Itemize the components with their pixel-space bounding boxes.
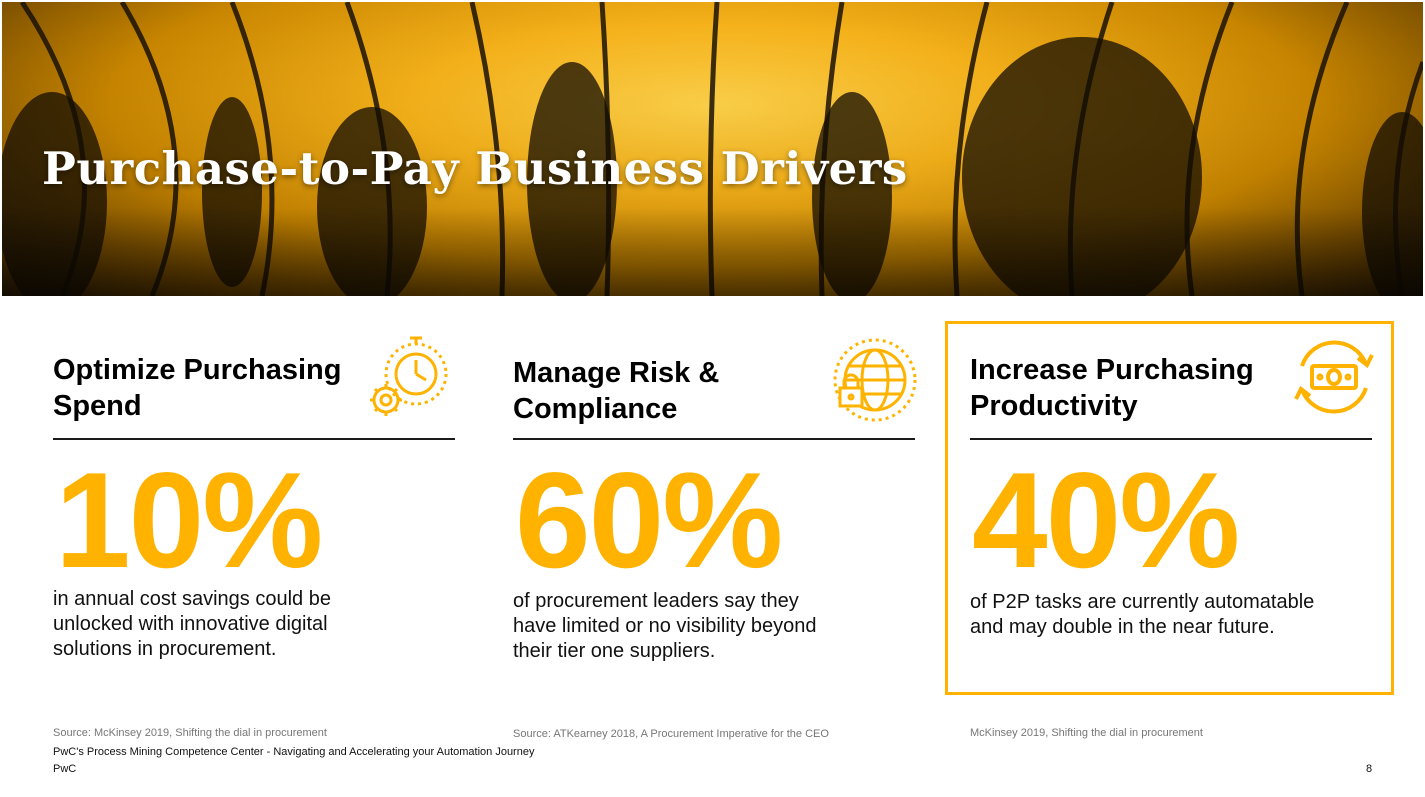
page-title: Purchase-to-Pay Business Drivers bbox=[42, 142, 908, 195]
stat-value: 40% bbox=[972, 444, 1240, 596]
hero-background-image bbox=[2, 2, 1423, 296]
source-note: McKinsey 2019, Shifting the dial in proc… bbox=[970, 727, 1203, 739]
card-heading-line1: Manage Risk & bbox=[513, 357, 720, 389]
card-heading-line2: Compliance bbox=[513, 393, 678, 425]
source-note: Source: ATKearney 2018, A Procurement Im… bbox=[513, 728, 829, 740]
divider bbox=[53, 438, 455, 440]
hero-banner: Purchase-to-Pay Business Drivers bbox=[2, 2, 1423, 296]
driver-card-optimize-spend: Optimize Purchasing Spend 10% in annual … bbox=[53, 300, 463, 730]
divider bbox=[970, 438, 1372, 440]
stat-description: of procurement leaders say they have lim… bbox=[513, 590, 817, 662]
driver-card-risk-compliance: Manage Risk & Compliance 60% of procurem… bbox=[513, 300, 923, 730]
card-heading: Increase Purchasing Productivity bbox=[970, 352, 1254, 424]
gear-clock-icon bbox=[370, 336, 448, 416]
globe-lock-icon bbox=[833, 338, 917, 422]
stat-description: of P2P tasks are currently automatable a… bbox=[970, 591, 1315, 638]
footer-brand: PwC bbox=[53, 763, 77, 775]
card-heading-line2: Spend bbox=[53, 390, 142, 422]
stat-description: in annual cost savings could be unlocked… bbox=[53, 588, 331, 660]
stat-value: 60% bbox=[515, 444, 783, 596]
footer-text: PwC's Process Mining Competence Center -… bbox=[53, 746, 535, 758]
source-note: Source: McKinsey 2019, Shifting the dial… bbox=[53, 727, 327, 739]
card-heading-line2: Productivity bbox=[970, 390, 1138, 422]
card-heading: Manage Risk & Compliance bbox=[513, 355, 719, 427]
card-heading-line1: Optimize Purchasing bbox=[53, 354, 342, 386]
page-number: 8 bbox=[1366, 763, 1373, 775]
card-heading-line1: Increase Purchasing bbox=[970, 354, 1254, 386]
stat-value: 10% bbox=[55, 444, 323, 596]
highlight-frame bbox=[945, 321, 1394, 695]
driver-card-productivity: Increase Purchasing Productivity 40% of … bbox=[970, 300, 1380, 730]
money-cycle-icon bbox=[1294, 340, 1374, 414]
card-heading: Optimize Purchasing Spend bbox=[53, 352, 341, 424]
divider bbox=[513, 438, 915, 440]
